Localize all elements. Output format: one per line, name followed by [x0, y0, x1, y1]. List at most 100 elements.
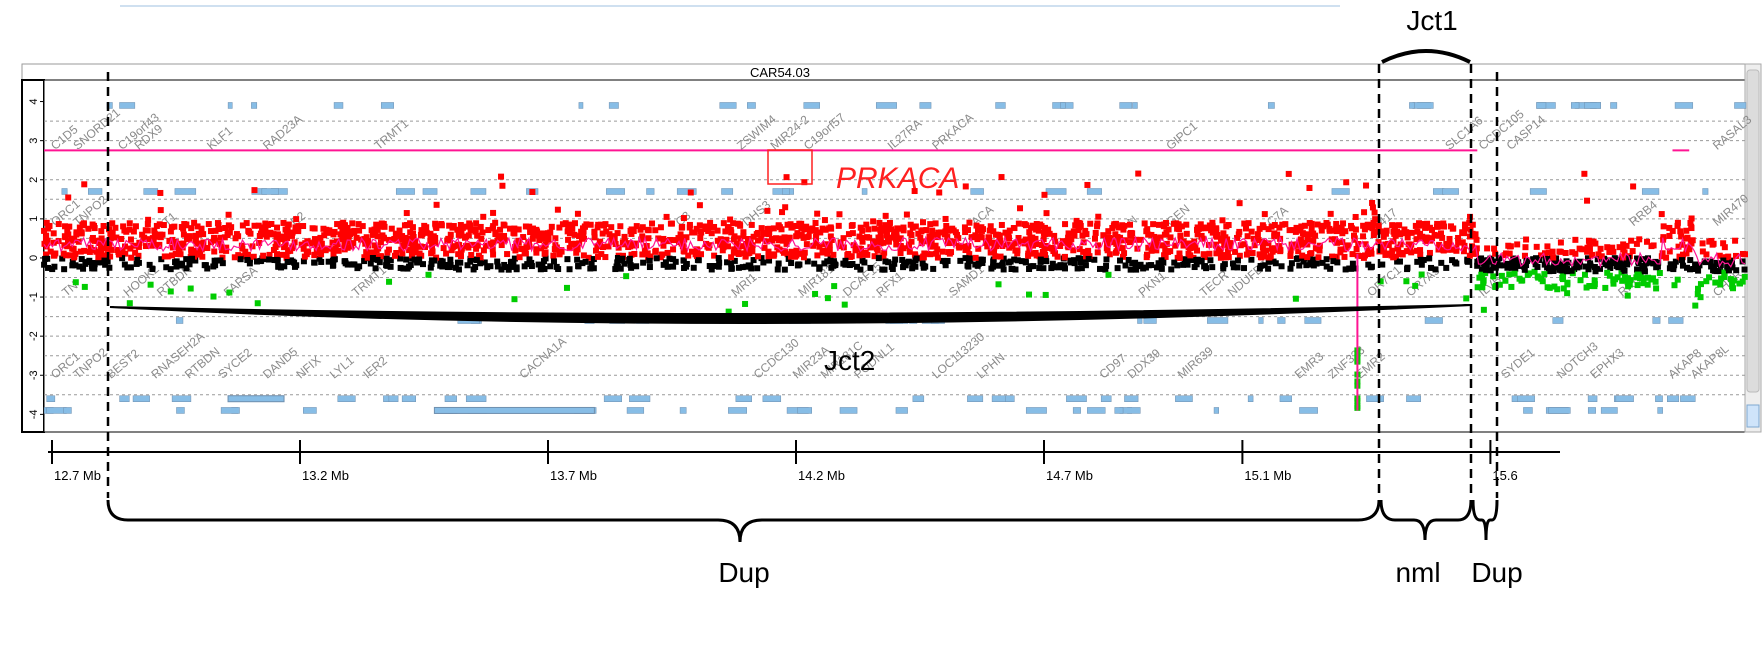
probe-point — [1224, 248, 1231, 255]
probe-point — [461, 234, 468, 241]
probe-point — [945, 227, 952, 234]
probe-point — [1067, 259, 1074, 266]
probe-point — [1478, 266, 1485, 273]
probe-point — [1712, 279, 1719, 286]
probe-point — [1244, 233, 1251, 240]
probe-point — [447, 231, 454, 238]
probe-point — [268, 220, 275, 227]
probe-point — [1497, 262, 1504, 269]
probe-point — [1595, 251, 1602, 258]
probe-point — [1194, 226, 1201, 233]
probe-point — [797, 222, 804, 229]
gene-bar — [1066, 395, 1087, 402]
probe-point — [1577, 277, 1584, 284]
probe-point — [1688, 215, 1695, 222]
probe-point — [1349, 260, 1356, 267]
probe-point — [437, 262, 444, 269]
probe-point — [192, 232, 199, 239]
probe-point — [765, 253, 772, 260]
probe-point — [845, 231, 852, 238]
probe-point — [1344, 242, 1351, 249]
probe-point — [457, 253, 464, 260]
probe-point — [210, 293, 217, 300]
probe-point — [334, 241, 341, 248]
probe-point — [1040, 265, 1047, 272]
probe-point — [397, 236, 404, 243]
probe-point — [1251, 242, 1258, 249]
probe-point — [1286, 227, 1293, 234]
probe-point — [1119, 253, 1126, 260]
probe-point — [1598, 253, 1605, 260]
gene-bar — [719, 102, 737, 109]
probe-point — [1241, 265, 1248, 272]
jct2-label: Jct2 — [824, 345, 875, 376]
probe-point — [1645, 274, 1652, 281]
probe-point — [723, 236, 730, 243]
probe-point — [1480, 306, 1487, 313]
probe-point — [1041, 247, 1048, 254]
gene-bar — [1277, 317, 1286, 324]
probe-point — [1565, 259, 1572, 266]
probe-point — [1637, 275, 1644, 282]
probe-point — [270, 247, 277, 254]
gene-bar — [176, 407, 185, 414]
probe-point — [934, 246, 941, 253]
probe-point — [755, 253, 762, 260]
probe-point — [1624, 275, 1631, 282]
probe-point — [134, 256, 141, 263]
gene-bar — [1517, 395, 1535, 402]
probe-point — [477, 260, 484, 267]
probe-point — [1066, 239, 1073, 246]
probe-point — [1363, 182, 1370, 189]
probe-point — [883, 230, 890, 237]
probe-point — [454, 241, 461, 248]
probe-point — [1472, 231, 1479, 238]
probe-point — [779, 247, 786, 254]
probe-point — [1132, 263, 1139, 270]
probe-point — [670, 246, 677, 253]
probe-point — [655, 235, 662, 242]
gene-bar — [626, 407, 645, 414]
probe-point — [1338, 224, 1345, 231]
probe-point — [417, 243, 424, 250]
probe-point — [440, 245, 447, 252]
probe-point — [367, 260, 374, 267]
probe-point — [359, 223, 366, 230]
probe-point — [1150, 221, 1157, 228]
probe-point — [731, 233, 738, 240]
probe-point — [1037, 221, 1044, 228]
probe-point — [748, 221, 755, 228]
x-tick-label: 15.1 Mb — [1244, 468, 1291, 483]
probe-point — [1256, 225, 1263, 232]
probe-point — [1132, 259, 1139, 266]
probe-point — [813, 234, 820, 241]
scrollbar-thumb[interactable] — [1746, 69, 1760, 393]
probe-point — [1071, 260, 1078, 267]
probe-point — [997, 237, 1004, 244]
probe-point — [1140, 265, 1147, 272]
probe-point — [1496, 281, 1503, 288]
probe-point — [416, 250, 423, 257]
probe-point — [594, 243, 601, 250]
probe-point — [180, 225, 187, 232]
probe-point — [784, 251, 791, 258]
probe-point — [1333, 228, 1340, 235]
probe-point — [479, 229, 486, 236]
probe-point — [349, 220, 356, 227]
probe-point — [1304, 236, 1311, 243]
probe-point — [1403, 278, 1410, 285]
probe-point — [1695, 267, 1702, 274]
probe-point — [740, 233, 747, 240]
probe-point — [1584, 255, 1591, 262]
probe-point — [792, 253, 799, 260]
probe-point — [95, 254, 102, 261]
probe-point — [1332, 236, 1339, 243]
gene-bar — [1587, 395, 1598, 402]
scroll-down-button[interactable] — [1746, 404, 1760, 428]
probe-point — [572, 240, 579, 247]
probe-point — [1008, 265, 1015, 272]
probe-point — [1327, 265, 1334, 272]
probe-point — [822, 226, 829, 233]
probe-point — [645, 227, 652, 234]
